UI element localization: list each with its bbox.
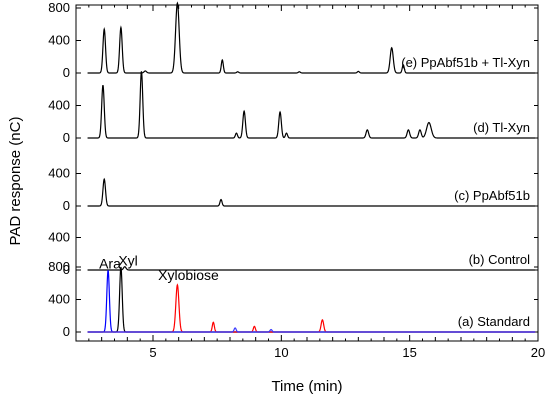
y-tick-label: 800 (48, 0, 70, 15)
y-tick-label: 400 (48, 292, 70, 307)
panel-3: 0 400 (b) Control (48, 230, 538, 277)
peak-annotation: Xylobiose (158, 267, 219, 283)
series-trace-1-0 (87, 71, 536, 139)
y-tick-label: 0 (63, 324, 70, 339)
panel-2: 0 400 (c) PpAbf51b (48, 166, 538, 213)
y-tick-label: 400 (48, 33, 70, 48)
peak-annotation: Ara (99, 256, 121, 272)
peak-annotation: Xyl (118, 252, 137, 268)
series-trace-3-0 (87, 266, 536, 271)
y-tick-label: 400 (48, 98, 70, 113)
chart-panels: 0 400 800 (e) PpAbf51b + Tl-Xyn 0 400 (d) Tl-X… (48, 0, 538, 339)
x-tick-label: 15 (402, 345, 416, 360)
y-tick-label: 0 (63, 198, 70, 213)
x-tick-label: 20 (531, 345, 545, 360)
x-axis: 5 10 15 20 (75, 5, 545, 360)
y-tick-label: 0 (63, 262, 70, 277)
y-tick-label: 400 (48, 230, 70, 245)
panel-label: (a) Standard (458, 314, 530, 329)
y-axis-title: PAD response (nC) (7, 117, 24, 246)
panel-label: (b) Control (469, 252, 531, 267)
panel-0: 0 400 800 (e) PpAbf51b + Tl-Xyn (48, 0, 538, 80)
y-tick-label: 0 (63, 65, 70, 80)
x-tick-label: 5 (149, 345, 156, 360)
series-trace-0-0 (87, 1, 536, 74)
panel-label: (d) Tl-Xyn (473, 120, 530, 135)
y-tick-label: 0 (63, 130, 70, 145)
panel-1: 0 400 (d) Tl-Xyn (48, 71, 538, 145)
panel-label: (c) PpAbf51b (454, 188, 530, 203)
y-tick-label: 400 (48, 166, 70, 181)
x-tick-label: 10 (274, 345, 288, 360)
x-axis-title: Time (min) (271, 378, 342, 395)
series-trace-2-0 (87, 177, 536, 207)
series-trace-4-3 (87, 327, 536, 333)
y-tick-label: 800 (48, 259, 70, 274)
panel-label: (e) PpAbf51b + Tl-Xyn (401, 55, 530, 70)
